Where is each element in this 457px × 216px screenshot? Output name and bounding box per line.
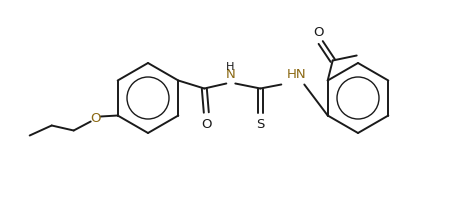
Text: H: H: [226, 62, 234, 72]
Text: O: O: [314, 25, 324, 38]
Text: HN: HN: [287, 68, 306, 81]
Text: O: O: [201, 118, 212, 130]
Text: S: S: [256, 118, 265, 130]
Text: N: N: [225, 67, 235, 81]
Text: O: O: [90, 112, 101, 125]
